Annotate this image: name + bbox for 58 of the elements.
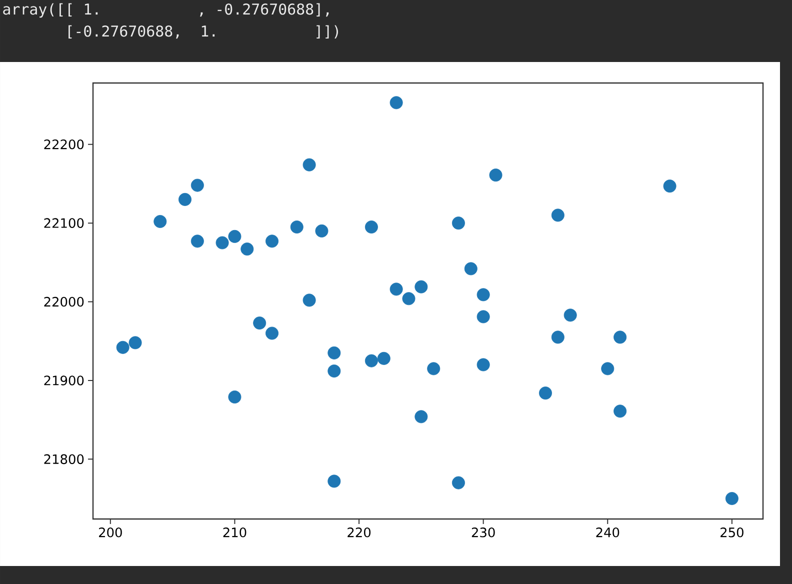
x-tick-label: 220 xyxy=(348,528,371,538)
y-tick-label: 22100 xyxy=(44,218,84,228)
y-tick-label: 22000 xyxy=(44,296,84,307)
point xyxy=(414,280,428,294)
point xyxy=(266,326,279,340)
point xyxy=(489,168,502,182)
point xyxy=(364,354,378,368)
x-tick-label: 210 xyxy=(223,528,246,538)
point xyxy=(538,386,552,400)
point xyxy=(663,180,676,193)
point xyxy=(116,340,130,354)
point xyxy=(302,158,316,172)
point xyxy=(154,214,167,228)
point xyxy=(601,362,614,376)
point xyxy=(178,192,192,206)
x-tick-label: 240 xyxy=(596,528,620,538)
point xyxy=(190,234,204,248)
point xyxy=(315,224,328,238)
point xyxy=(614,404,627,418)
point xyxy=(476,310,490,324)
point xyxy=(240,242,254,256)
y-tick-label: 22200 xyxy=(44,139,84,150)
point xyxy=(302,294,316,307)
point xyxy=(377,352,390,365)
point xyxy=(390,96,403,110)
point xyxy=(128,336,142,350)
y-tick-label: 21900 xyxy=(44,376,84,386)
x-tick-label: 200 xyxy=(99,528,122,538)
y-tick-label: 21800 xyxy=(44,454,84,464)
point xyxy=(414,410,428,424)
x-tick-label: 250 xyxy=(720,528,744,538)
point xyxy=(328,346,341,360)
point xyxy=(452,216,465,230)
point xyxy=(614,330,627,344)
x-tick-label: 230 xyxy=(472,528,495,538)
point xyxy=(228,390,242,404)
point xyxy=(402,292,416,306)
point xyxy=(364,220,378,234)
point xyxy=(266,234,279,248)
point xyxy=(290,220,304,234)
point xyxy=(253,316,266,330)
text: [-0.27670688, 1. ]]) xyxy=(68,25,338,39)
point xyxy=(476,288,490,302)
point xyxy=(190,178,204,192)
point xyxy=(328,474,341,488)
point xyxy=(725,492,738,506)
point xyxy=(328,364,341,378)
point xyxy=(390,282,403,296)
point xyxy=(551,330,564,344)
text: array([[ 1. , -0.27670688], xyxy=(3,3,329,18)
point xyxy=(216,236,229,250)
point xyxy=(476,358,490,372)
point xyxy=(464,262,478,276)
point xyxy=(452,476,465,490)
point xyxy=(564,308,577,322)
point xyxy=(427,362,440,376)
point xyxy=(228,230,242,243)
point xyxy=(551,208,564,222)
